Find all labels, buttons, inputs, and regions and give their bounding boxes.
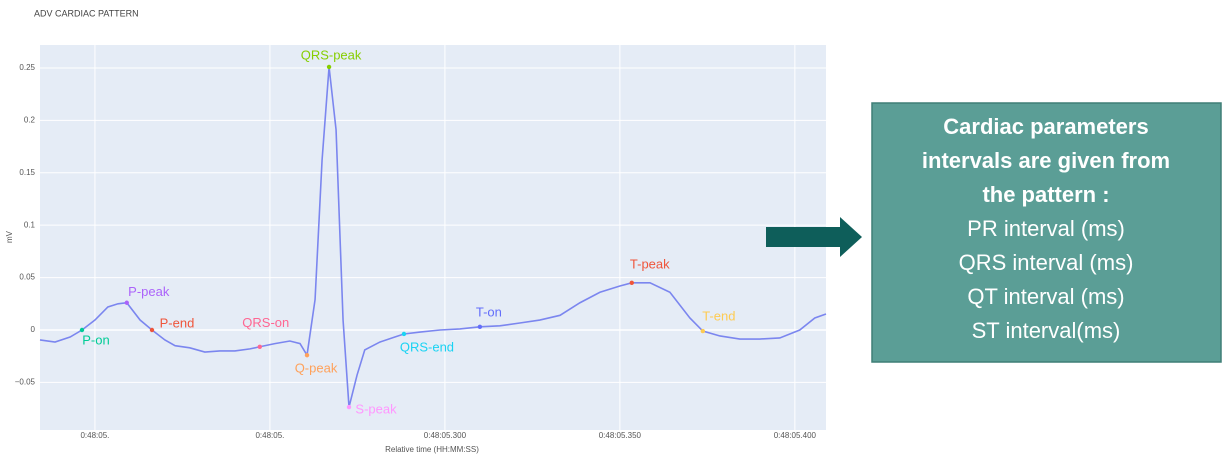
marker-label: QRS-end: [400, 339, 454, 354]
arrow-shaft: [766, 227, 842, 247]
x-tick-label: 0:48:05.350: [599, 431, 642, 440]
marker: [629, 280, 634, 286]
marker-label: T-peak: [630, 256, 670, 271]
marker: [346, 404, 352, 410]
ecg-line: [39, 66, 827, 408]
marker-label: Q-peak: [295, 361, 338, 376]
panel-item: QT interval (ms): [967, 284, 1124, 309]
marker: [149, 327, 155, 333]
marker: [304, 352, 310, 358]
marker-label: T-end: [702, 308, 735, 323]
x-axis-label: Relative time (HH:MM:SS): [385, 445, 479, 454]
x-tick-label: 0:48:05.: [255, 431, 284, 440]
chart-title: ADV CARDIAC PATTERN: [34, 8, 139, 18]
marker: [477, 324, 483, 330]
marker-label: P-on: [82, 332, 109, 347]
marker-label: S-peak: [355, 401, 397, 416]
y-tick-label: −0.05: [15, 378, 36, 387]
marker: [257, 344, 262, 349]
y-axis-label: mV: [5, 230, 14, 243]
marker-label: P-end: [160, 315, 195, 330]
info-panel: [871, 102, 1222, 363]
y-tick-label: 0: [31, 325, 36, 334]
x-tick-label: 0:48:05.: [80, 431, 109, 440]
marker: [79, 327, 85, 333]
marker-label: QRS-peak: [301, 47, 362, 62]
marker: [401, 331, 407, 337]
marker: [326, 64, 332, 70]
panel-heading: Cardiac parameters: [943, 114, 1148, 139]
y-tick-label: 0.25: [19, 63, 35, 72]
arrow-head: [840, 217, 862, 257]
marker-label: T-on: [476, 304, 502, 319]
y-tick-label: 0.05: [19, 273, 35, 282]
panel-item: QRS interval (ms): [959, 250, 1134, 275]
marker: [700, 328, 706, 334]
marker: [124, 300, 129, 305]
y-tick-label: 0.2: [24, 115, 36, 124]
y-tick-label: 0.15: [19, 168, 35, 177]
panel-item: PR interval (ms): [967, 216, 1125, 241]
panel-heading: the pattern :: [982, 182, 1109, 207]
panel-item: ST interval(ms): [972, 318, 1121, 343]
marker-label: P-peak: [128, 284, 170, 299]
panel-heading: intervals are given from: [922, 148, 1170, 173]
y-tick-label: 0.1: [24, 220, 36, 229]
x-tick-label: 0:48:05.400: [774, 431, 817, 440]
marker-label: QRS-on: [242, 315, 289, 330]
plot-area: [40, 45, 826, 430]
x-tick-label: 0:48:05.300: [424, 431, 467, 440]
